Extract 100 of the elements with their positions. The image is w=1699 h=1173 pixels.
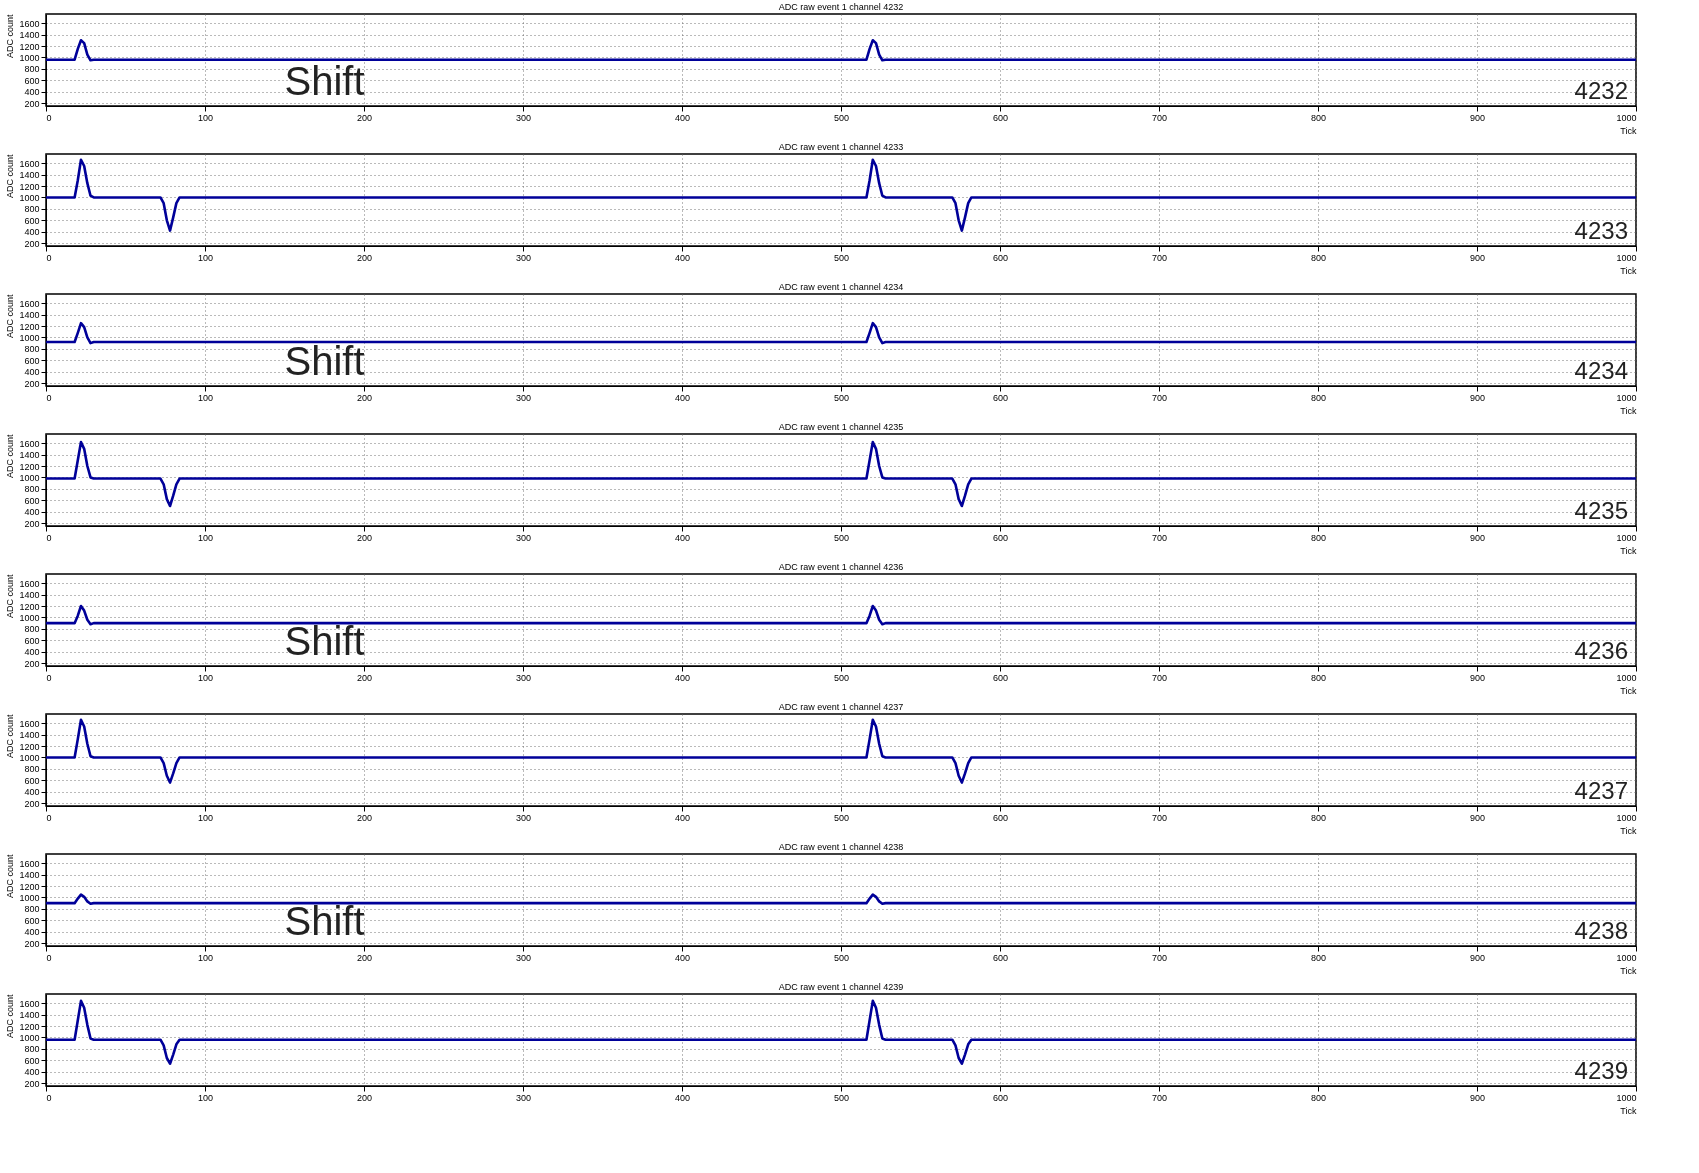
x-tick-label: 1000	[1616, 252, 1637, 263]
y-tick-label: 200	[24, 1078, 40, 1089]
y-tick-label: 1400	[19, 1010, 40, 1021]
y-tick-label: 800	[24, 904, 40, 915]
x-tick-label: 900	[1469, 112, 1486, 123]
y-tick-label: 1400	[19, 730, 40, 741]
y-tick-label: 200	[24, 238, 40, 249]
x-tick-label: 100	[197, 112, 214, 123]
x-tick-label: 300	[515, 532, 532, 543]
y-tick-label: 200	[24, 938, 40, 949]
y-tick-label: 1400	[19, 30, 40, 41]
x-tick-label: 200	[356, 672, 373, 683]
x-tick-label: 200	[356, 392, 373, 403]
annotation: 4232	[1574, 77, 1628, 104]
x-tick-label: 400	[674, 112, 691, 123]
line-series	[44, 321, 1638, 345]
y-axis-title: ADC count	[5, 14, 16, 59]
y-tick-label: 200	[24, 798, 40, 809]
x-tick-label: 700	[1151, 1092, 1168, 1103]
x-tick-label: 600	[992, 952, 1009, 963]
y-axis-title: ADC count	[5, 714, 16, 759]
x-tick-label: 0	[46, 392, 52, 403]
x-tick-label: 500	[833, 532, 850, 543]
x-tick-label: 100	[197, 952, 214, 963]
y-tick-label: 800	[24, 64, 40, 75]
x-tick-label: 1000	[1616, 952, 1637, 963]
y-axis-title: ADC count	[5, 434, 16, 479]
annotation: 4239	[1574, 1057, 1628, 1084]
y-axis-title: ADC count	[5, 994, 16, 1039]
y-tick-label: 1200	[19, 1021, 40, 1032]
y-tick-label: 400	[24, 227, 40, 238]
annotation: 4233	[1574, 217, 1628, 244]
x-tick-label: 300	[515, 812, 532, 823]
line-series	[44, 718, 1638, 784]
y-tick-label: 1000	[19, 332, 40, 343]
y-tick-label: 1600	[19, 18, 40, 29]
x-tick-label: 0	[46, 672, 52, 683]
y-tick-label: 1600	[19, 578, 40, 589]
y-axis-title: ADC count	[5, 294, 16, 339]
x-tick-label: 500	[833, 1092, 850, 1103]
x-tick-label: 100	[197, 252, 214, 263]
x-tick-label: 0	[46, 532, 52, 543]
x-tick-label: 300	[515, 952, 532, 963]
x-axis-title: Tick	[1620, 405, 1637, 416]
x-tick-label: 100	[197, 812, 214, 823]
y-tick-label: 800	[24, 764, 40, 775]
y-tick-label: 400	[24, 927, 40, 938]
x-tick-label: 0	[46, 252, 52, 263]
x-tick-label: 700	[1151, 672, 1168, 683]
y-tick-label: 1400	[19, 870, 40, 881]
x-axis-title: Tick	[1620, 685, 1637, 696]
y-tick-label: 1600	[19, 438, 40, 449]
x-tick-label: 300	[515, 392, 532, 403]
y-tick-label: 800	[24, 484, 40, 495]
y-tick-label: 1600	[19, 718, 40, 729]
y-tick-label: 1600	[19, 998, 40, 1009]
x-tick-label: 200	[356, 952, 373, 963]
y-tick-label: 1200	[19, 181, 40, 192]
y-tick-label: 1200	[19, 41, 40, 52]
x-tick-label: 900	[1469, 672, 1486, 683]
x-axis-title: Tick	[1620, 265, 1637, 276]
x-tick-label: 600	[992, 532, 1009, 543]
y-tick-label: 800	[24, 624, 40, 635]
y-tick-label: 600	[24, 635, 40, 646]
chart-title: ADC raw event 1 channel 4238	[778, 842, 904, 852]
x-tick-label: 200	[356, 112, 373, 123]
annotation: 4237	[1574, 777, 1628, 804]
y-tick-label: 600	[24, 775, 40, 786]
chart-title: ADC raw event 1 channel 4233	[778, 142, 904, 152]
annotation: Shift	[284, 59, 365, 104]
x-tick-label: 800	[1310, 812, 1327, 823]
y-axis-title: ADC count	[5, 854, 16, 899]
x-tick-label: 0	[46, 812, 52, 823]
x-tick-label: 400	[674, 1092, 691, 1103]
x-tick-label: 800	[1310, 952, 1327, 963]
x-tick-label: 100	[197, 1092, 214, 1103]
x-tick-label: 400	[674, 392, 691, 403]
x-tick-label: 900	[1469, 812, 1486, 823]
x-axis-title: Tick	[1620, 1105, 1637, 1116]
annotation: 4234	[1574, 357, 1628, 384]
y-tick-label: 400	[24, 1067, 40, 1078]
x-tick-label: 800	[1310, 252, 1327, 263]
y-tick-label: 800	[24, 344, 40, 355]
x-tick-label: 500	[833, 952, 850, 963]
x-tick-label: 400	[674, 252, 691, 263]
y-tick-label: 1000	[19, 612, 40, 623]
x-tick-label: 200	[356, 812, 373, 823]
x-tick-label: 300	[515, 672, 532, 683]
x-tick-label: 500	[833, 812, 850, 823]
y-tick-label: 1400	[19, 450, 40, 461]
line-series	[44, 893, 1638, 906]
y-tick-label: 600	[24, 495, 40, 506]
y-tick-label: 1000	[19, 1032, 40, 1043]
y-tick-label: 1200	[19, 601, 40, 612]
x-tick-label: 600	[992, 812, 1009, 823]
y-tick-label: 200	[24, 98, 40, 109]
y-tick-label: 1000	[19, 472, 40, 483]
x-axis-title: Tick	[1620, 965, 1637, 976]
x-tick-label: 0	[46, 112, 52, 123]
annotation: Shift	[284, 339, 365, 384]
